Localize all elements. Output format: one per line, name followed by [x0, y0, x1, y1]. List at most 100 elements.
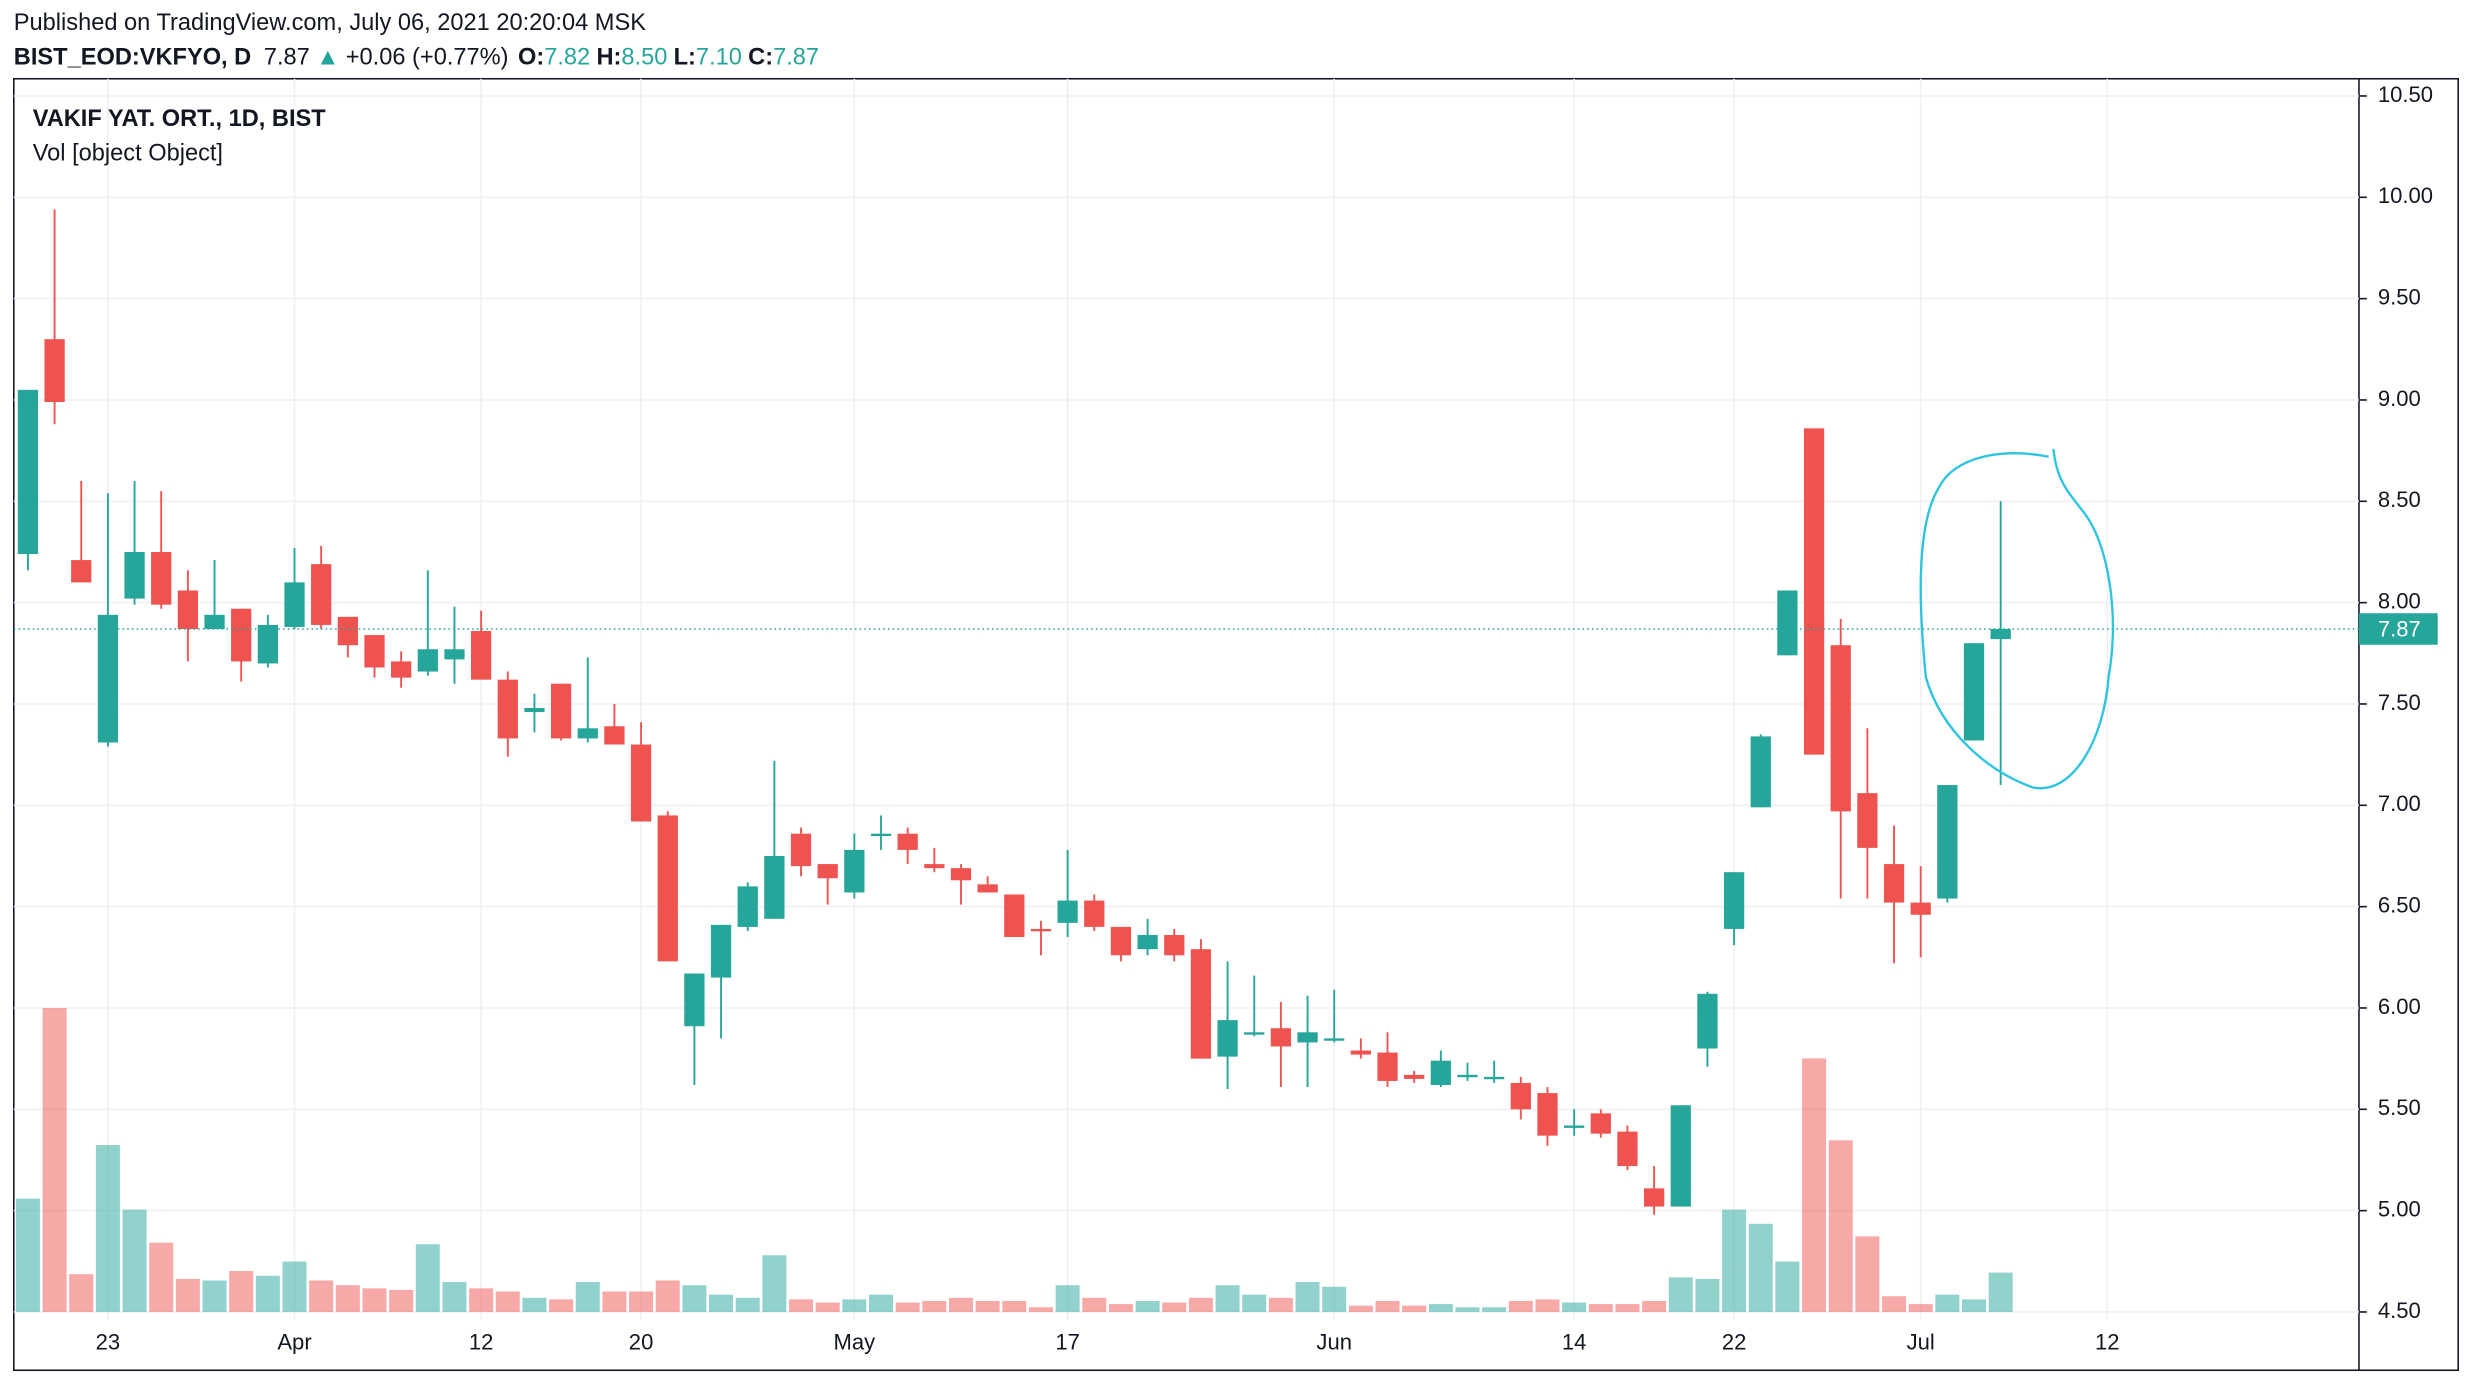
- candle-body: [844, 849, 865, 893]
- y-tick-label: 5.50: [2378, 1095, 2421, 1120]
- volume-bar: [149, 1242, 174, 1312]
- candle-body: [97, 614, 119, 743]
- volume-bar: [335, 1285, 360, 1312]
- volume-bar: [1322, 1286, 1347, 1312]
- volume-bar: [175, 1278, 200, 1312]
- y-tick-label: 10.00: [2378, 183, 2433, 208]
- candle-body: [870, 833, 892, 837]
- volume-bar: [602, 1291, 627, 1312]
- x-tick-label: 20: [629, 1329, 654, 1354]
- candle-body: [684, 973, 705, 1027]
- candle-body: [444, 649, 465, 660]
- volume-bar: [815, 1302, 840, 1312]
- last-price-label: 7.87: [2378, 616, 2421, 641]
- y-tick-label: 10.50: [2378, 82, 2433, 107]
- y-tick-label: 6.00: [2378, 994, 2421, 1019]
- candle-body: [1937, 785, 1958, 899]
- x-tick-label: 14: [1562, 1329, 1587, 1354]
- candle-body: [924, 864, 945, 869]
- candle-body: [417, 649, 438, 672]
- candle-body: [1510, 1082, 1531, 1110]
- candle-body: [764, 855, 785, 919]
- volume-bar: [1508, 1300, 1533, 1312]
- axes: 4.50 5.00 5.50 6.00 6.50 7.00 7.50 8.00 8.50 9.00…: [96, 82, 2438, 1354]
- volume-bar: [1615, 1304, 1640, 1312]
- l-label: L:: [674, 45, 696, 71]
- chart-subtitle: Vol [object Object]: [33, 141, 223, 167]
- last-price-tag: [2358, 613, 2438, 645]
- candle-body: [950, 868, 972, 881]
- volume-bar: [1588, 1304, 1613, 1312]
- volume-bar: [1855, 1236, 1880, 1312]
- volume-bar: [948, 1297, 973, 1312]
- volume-bar: [1428, 1304, 1453, 1312]
- y-tick-label: 9.00: [2378, 386, 2421, 411]
- candle-body: [17, 389, 39, 555]
- candle-body: [1057, 900, 1078, 923]
- volume-bar: [869, 1294, 894, 1312]
- volume-bar: [1348, 1305, 1373, 1312]
- candle-body: [817, 864, 838, 879]
- volume-bar: [202, 1280, 227, 1312]
- candle-body: [1110, 926, 1132, 956]
- symbol: BIST_EOD:VKFYO, D: [14, 45, 251, 71]
- x-tick-label: Apr: [277, 1329, 311, 1354]
- volume-bar: [682, 1285, 707, 1312]
- candle-body: [550, 683, 572, 739]
- candle-body: [497, 679, 518, 739]
- candle-body: [1324, 1038, 1345, 1041]
- candle-body: [1910, 902, 1931, 915]
- candle-body: [657, 815, 678, 962]
- candle-body: [977, 884, 998, 893]
- volume-bar: [1242, 1294, 1267, 1312]
- candle-body: [1643, 1188, 1665, 1207]
- symbol-legend: BIST_EOD:VKFYO, D 7.87 ▲ +0.06 (+0.77%) O:7.…: [14, 45, 819, 71]
- frame: [13, 77, 2459, 1372]
- y-tick-label: 9.50: [2378, 284, 2421, 309]
- volume-bar: [1775, 1261, 1800, 1312]
- volume-bar: [1695, 1278, 1720, 1312]
- x-tick-label: 12: [469, 1329, 494, 1354]
- candle-body: [577, 728, 598, 739]
- candle-body: [204, 614, 225, 629]
- grid: [13, 78, 2359, 1320]
- h-label: H:: [596, 45, 621, 71]
- volume-bar: [1935, 1294, 1960, 1312]
- x-tick-label: Jun: [1316, 1329, 1352, 1354]
- x-tick-label: 22: [1722, 1329, 1747, 1354]
- volume-bar: [629, 1291, 654, 1312]
- candle-body: [1404, 1074, 1425, 1079]
- candle-body: [790, 833, 812, 867]
- volume-bar: [255, 1275, 280, 1312]
- volume-bar: [1002, 1300, 1027, 1312]
- volume-bar: [789, 1299, 814, 1312]
- candle-body: [311, 564, 332, 625]
- candle-body: [284, 582, 305, 627]
- volume-bar: [762, 1255, 787, 1312]
- volume-bar: [1988, 1272, 2013, 1312]
- candle-body: [1830, 645, 1851, 812]
- y-tick-label: 7.00: [2378, 791, 2421, 816]
- volume-bar: [922, 1300, 947, 1312]
- candle-body: [124, 551, 145, 599]
- x-tick-label: Jul: [1907, 1329, 1935, 1354]
- volume-bar: [1642, 1300, 1667, 1312]
- published-note: Published on TradingView.com, July 06, 2…: [14, 10, 646, 36]
- volume-bar: [1028, 1307, 1053, 1312]
- c-label: C:: [748, 45, 773, 71]
- volume-pane: [15, 1008, 2013, 1312]
- y-tick-label: 4.50: [2378, 1298, 2421, 1323]
- candle-body: [1617, 1131, 1638, 1167]
- y-tick-label: 8.50: [2378, 487, 2421, 512]
- candle-body: [1723, 872, 1745, 929]
- volume-bar: [842, 1299, 867, 1312]
- volume-bar: [655, 1280, 680, 1312]
- volume-bar: [709, 1294, 734, 1312]
- candle-body: [1670, 1105, 1691, 1207]
- y-tick-label: 8.00: [2378, 588, 2421, 613]
- volume-bar: [1082, 1297, 1107, 1312]
- volume-bar: [522, 1297, 547, 1312]
- candle-body: [1270, 1028, 1292, 1047]
- change: +0.06 (+0.77%): [346, 45, 509, 71]
